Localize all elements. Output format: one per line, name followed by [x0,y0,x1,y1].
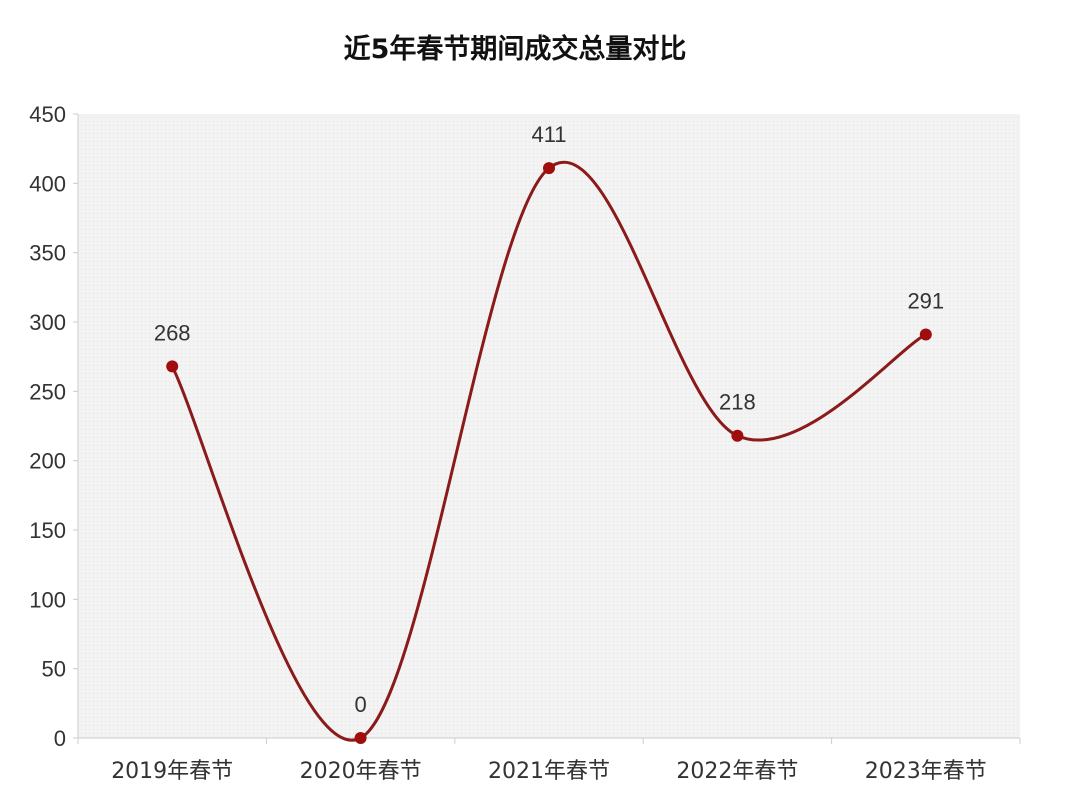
data-point-marker [731,429,744,442]
y-axis-ticks: 0 50 100 150 200 250 300 350 400 450 [29,102,78,751]
data-label: 218 [719,390,756,415]
data-labels: 268 0 411 218 291 [154,122,944,717]
x-category-label: 2022年春节 [676,759,798,784]
plot-background [78,114,1020,738]
data-label: 268 [154,320,191,345]
axes [77,114,1020,739]
y-tick-label: 450 [29,102,66,127]
data-point-marker [919,328,932,341]
data-label: 0 [354,692,366,717]
y-tick-label: 350 [29,241,66,266]
data-label: 411 [531,122,566,147]
data-label: 291 [907,288,944,313]
y-tick-label: 300 [29,310,66,335]
x-category-label: 2023年春节 [865,759,987,784]
chart-title: 近5年春节期间成交总量对比 [344,33,687,65]
x-axis-categories: 2019年春节 2020年春节 2021年春节 2022年春节 2023年春节 [77,738,1021,784]
x-category-label: 2021年春节 [488,759,610,784]
y-tick-label: 100 [29,587,66,612]
data-point-marker [166,360,179,373]
y-tick-label: 250 [29,379,66,404]
y-tick-label: 150 [29,518,66,543]
data-point-marker [543,162,555,175]
y-tick-label: 400 [29,171,66,196]
x-category-label: 2019年春节 [111,759,233,784]
y-tick-label: 0 [54,726,66,751]
series-line [170,160,927,742]
y-tick-label: 200 [29,449,66,474]
data-point-marker [354,732,367,744]
y-tick-label: 50 [42,657,66,682]
data-markers [166,162,932,744]
x-category-label: 2020年春节 [300,759,422,784]
